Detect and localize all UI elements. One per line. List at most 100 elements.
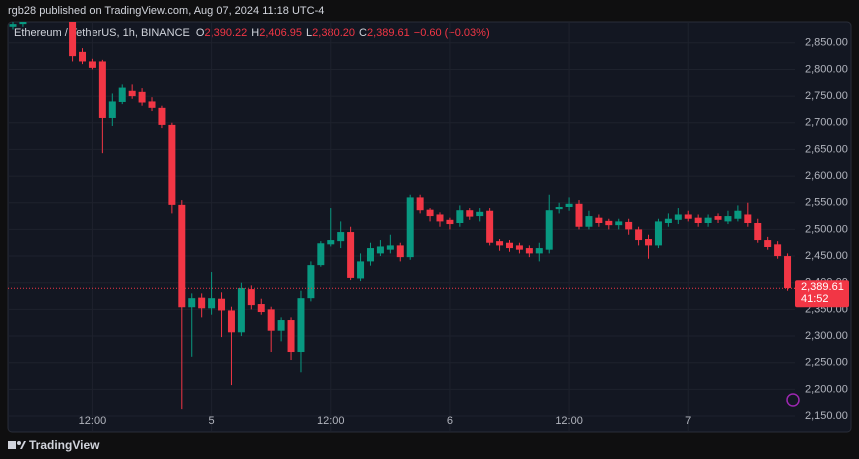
candle-body <box>754 223 762 241</box>
logo-mark <box>17 441 21 445</box>
candle-body <box>128 90 136 97</box>
countdown: 41:52 <box>801 293 829 305</box>
candle-body <box>456 210 464 224</box>
candle-body <box>436 214 444 222</box>
legend: Ethereum / TetherUS, 1h, BINANCE O2,390.2… <box>14 27 490 39</box>
logo-mark <box>8 441 16 449</box>
ohlc-value: 2,406.95 <box>259 27 302 39</box>
candle-body <box>347 232 355 278</box>
candle-body <box>198 297 206 309</box>
candle-body <box>297 298 305 353</box>
candle-body <box>774 244 782 257</box>
y-tick-label: 2,550.00 <box>805 197 848 209</box>
ohlc-key: H <box>251 27 259 39</box>
candle-body <box>148 101 156 108</box>
ohlc-key: O <box>196 27 205 39</box>
ohlc-key: L <box>306 27 312 39</box>
candle-body <box>575 203 583 227</box>
candle-body <box>307 265 315 299</box>
candle-body <box>764 240 772 247</box>
candle-body <box>585 216 593 227</box>
symbol: Ethereum / TetherUS, 1h, BINANCE <box>14 27 190 39</box>
candle-body <box>416 197 424 211</box>
candles <box>9 22 795 410</box>
legend-text: Ethereum / TetherUS, 1h, BINANCE O2,390.2… <box>14 27 490 39</box>
candle-body <box>555 207 563 210</box>
x-tick-label: 6 <box>447 415 453 427</box>
candle-body <box>545 210 553 250</box>
candle-body <box>784 256 792 289</box>
candle-body <box>366 248 374 262</box>
candle-body <box>357 261 365 279</box>
y-tick-label: 2,750.00 <box>805 90 848 102</box>
candle-body <box>426 209 434 217</box>
candle-body <box>208 298 216 309</box>
x-tick-label: 7 <box>685 415 691 427</box>
publisher: rgb28 published on TradingView.com, Aug … <box>8 5 324 17</box>
candle-body <box>396 245 404 258</box>
y-tick-label: 2,800.00 <box>805 63 848 75</box>
candle-body <box>654 221 662 246</box>
candle-body <box>704 217 712 224</box>
candle-body <box>744 214 752 224</box>
candle-body <box>645 238 653 246</box>
candle-body <box>525 248 533 254</box>
candle-body <box>515 245 523 250</box>
candle-body <box>506 242 513 249</box>
chart-panel <box>7 21 852 433</box>
icon <box>786 393 800 407</box>
candle-body <box>9 24 17 27</box>
x-tick-label: 5 <box>209 415 215 427</box>
candle-body <box>664 218 672 224</box>
candle-body <box>69 22 77 57</box>
candle-body <box>88 61 96 68</box>
candle-body <box>565 203 573 208</box>
candle-body <box>227 310 235 333</box>
candle-body <box>118 87 126 102</box>
axes: 2,150.002,200.002,250.002,300.002,350.00… <box>8 37 849 427</box>
candle-body <box>108 101 116 118</box>
candle-body <box>535 248 543 254</box>
last-price-box <box>795 280 849 308</box>
candle-body <box>684 214 692 219</box>
ohlc-value: 2,380.20 <box>312 27 355 39</box>
candle-body <box>714 216 722 220</box>
y-tick-label: 2,850.00 <box>805 37 848 49</box>
x-tick-label: 12:00 <box>79 415 107 427</box>
brand: TradingView <box>29 438 100 452</box>
candle-body <box>247 289 255 306</box>
candle-body <box>158 107 166 125</box>
candle-body <box>674 214 682 220</box>
candle-body <box>724 216 732 222</box>
logo-mark <box>20 441 26 449</box>
candle-body <box>19 22 27 25</box>
change: −0.60 (−0.03%) <box>414 27 490 39</box>
candle-body <box>625 221 633 230</box>
y-tick-label: 2,650.00 <box>805 143 848 155</box>
ohlc-value: 2,389.61 <box>367 27 410 39</box>
x-tick-label: 12:00 <box>317 415 345 427</box>
y-tick-label: 2,600.00 <box>805 170 848 182</box>
candle-body <box>466 210 474 217</box>
candle-body <box>635 229 643 241</box>
candle-body <box>734 210 742 219</box>
candle-body <box>376 246 384 254</box>
candle-body <box>79 51 87 62</box>
y-tick-label: 2,300.00 <box>805 330 848 342</box>
candle-body <box>605 220 613 226</box>
ohlc-value: 2,390.22 <box>204 27 247 39</box>
y-tick-label: 2,200.00 <box>805 383 848 395</box>
candle-body <box>386 245 394 250</box>
candle-body <box>317 243 325 266</box>
candle-body <box>595 217 603 224</box>
candle-body <box>98 61 106 118</box>
candle-body <box>237 288 245 333</box>
y-tick-label: 2,150.00 <box>805 410 848 422</box>
candle-body <box>337 232 345 242</box>
candle-body <box>486 210 494 243</box>
y-tick-label: 2,450.00 <box>805 250 848 262</box>
candle-body <box>267 309 275 331</box>
y-tick-label: 2,700.00 <box>805 117 848 129</box>
candle-body <box>476 211 484 217</box>
candle-body <box>277 320 285 331</box>
